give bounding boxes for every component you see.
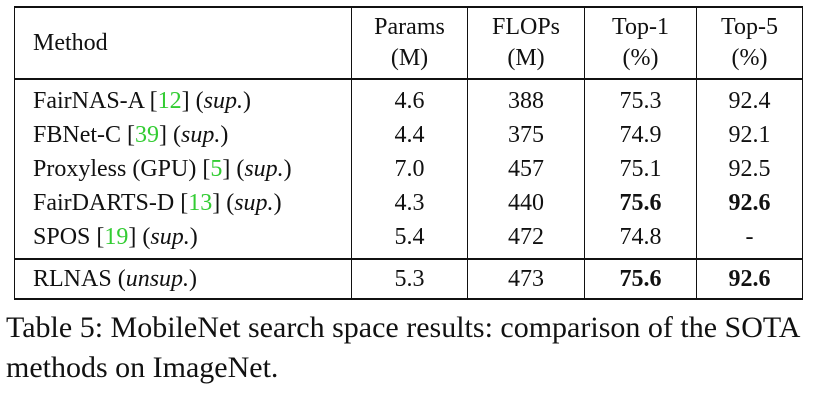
header-top5: Top-5 (%) xyxy=(696,7,803,79)
flops-cell: 457 xyxy=(467,152,585,186)
top5-cell-best: 92.6 xyxy=(696,186,803,220)
top1-cell: 74.9 xyxy=(584,118,697,152)
top5-cell: 92.4 xyxy=(696,79,803,118)
top1-cell: 74.8 xyxy=(584,220,697,259)
top5-cell-best: 92.6 xyxy=(696,259,803,299)
header-flops-line1: FLOPs xyxy=(491,14,561,40)
citation-link[interactable]: 13 xyxy=(188,189,213,216)
header-params-line2: (M) xyxy=(390,45,429,71)
citation-link[interactable]: 39 xyxy=(135,121,160,148)
flops-cell: 375 xyxy=(467,118,585,152)
flops-cell: 472 xyxy=(467,220,585,259)
header-top1-line1: Top-1 xyxy=(612,14,669,40)
params-cell: 7.0 xyxy=(351,152,468,186)
method-cell: Proxyless (GPU) [5] (sup.) xyxy=(33,155,292,182)
params-cell: 4.6 xyxy=(351,79,468,118)
flops-cell: 440 xyxy=(467,186,585,220)
method-cell: SPOS [19] (sup.) xyxy=(33,223,198,250)
header-params: Params (M) xyxy=(351,7,468,79)
header-top1-line2: (%) xyxy=(622,45,659,71)
header-top5-line1: Top-5 xyxy=(721,14,778,40)
header-top5-line2: (%) xyxy=(731,45,768,71)
method-cell: FBNet-C [39] (sup.) xyxy=(33,121,229,148)
method-name: RLNAS xyxy=(33,265,112,292)
table-row: SPOS [19] (sup.) 5.4 472 74.8 - xyxy=(15,220,803,259)
header-flops: FLOPs (M) xyxy=(467,7,585,79)
top1-cell: 75.1 xyxy=(584,152,697,186)
table-row: FBNet-C [39] (sup.) 4.4 375 74.9 92.1 xyxy=(15,118,803,152)
params-cell: 5.4 xyxy=(351,220,468,259)
top5-cell: 92.5 xyxy=(696,152,803,186)
top1-cell-best: 75.6 xyxy=(584,259,697,299)
citation-link[interactable]: 19 xyxy=(104,223,129,250)
method-tag: sup. xyxy=(203,87,243,114)
method-cell: FairDARTS-D [13] (sup.) xyxy=(33,189,282,216)
results-table-container: Method Params (M) FLOPs (M) Top-1 (%) To… xyxy=(14,6,803,300)
table-caption: Table 5: MobileNet search space results:… xyxy=(6,311,799,384)
method-tag: unsup. xyxy=(125,265,190,292)
header-top1: Top-1 (%) xyxy=(584,7,697,79)
method-cell: RLNAS (unsup.) xyxy=(33,265,198,292)
flops-cell: 388 xyxy=(467,79,585,118)
method-name: FairNAS-A xyxy=(33,87,144,114)
table-row-ours: RLNAS (unsup.) 5.3 473 75.6 92.6 xyxy=(14,259,803,299)
params-cell: 4.3 xyxy=(351,186,468,220)
top1-cell-best: 75.6 xyxy=(584,186,697,220)
method-name: FBNet-C xyxy=(33,121,122,148)
header-method: Method xyxy=(33,29,108,56)
table-header-row: Method Params (M) FLOPs (M) Top-1 (%) To… xyxy=(14,7,803,79)
table-row: Proxyless (GPU) [5] (sup.) 7.0 457 75.1 … xyxy=(15,152,803,186)
method-name: FairDARTS-D xyxy=(33,189,175,216)
params-cell: 4.4 xyxy=(351,118,468,152)
params-cell: 5.3 xyxy=(351,259,468,299)
method-tag: sup. xyxy=(150,223,190,250)
citation-link[interactable]: 12 xyxy=(157,87,182,114)
method-tag: sup. xyxy=(244,155,284,182)
table-row: FairNAS-A [12] (sup.) 4.6 388 75.3 92.4 xyxy=(15,79,803,118)
citation-link[interactable]: 5 xyxy=(210,155,223,182)
table-row: FairDARTS-D [13] (sup.) 4.3 440 75.6 92.… xyxy=(15,186,803,220)
top5-cell: - xyxy=(696,220,803,259)
header-flops-line2: (M) xyxy=(507,45,545,71)
method-name: SPOS xyxy=(33,223,91,250)
flops-cell: 473 xyxy=(467,259,585,299)
header-params-line1: Params xyxy=(374,14,445,40)
results-table: Method Params (M) FLOPs (M) Top-1 (%) To… xyxy=(14,6,803,300)
method-name: Proxyless (GPU) xyxy=(33,155,197,182)
top5-cell: 92.1 xyxy=(696,118,803,152)
method-cell: FairNAS-A [12] (sup.) xyxy=(33,87,251,114)
method-tag: sup. xyxy=(234,189,274,216)
top1-cell: 75.3 xyxy=(584,79,697,118)
method-tag: sup. xyxy=(181,121,221,148)
